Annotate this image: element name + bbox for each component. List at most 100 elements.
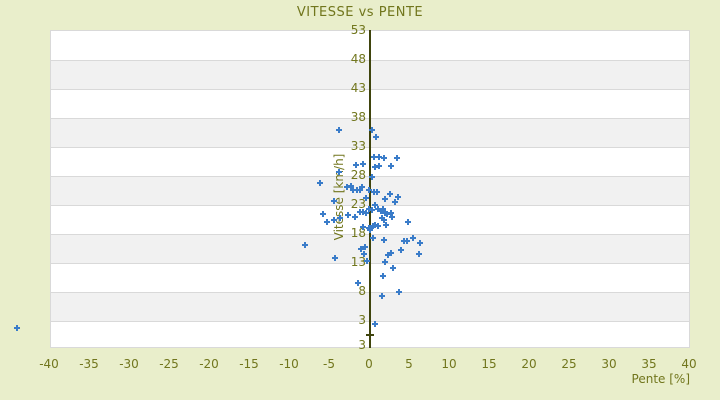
data-point	[302, 242, 308, 249]
data-point	[381, 216, 388, 223]
data-point	[362, 210, 369, 217]
data-point	[372, 321, 379, 328]
data-point	[374, 223, 381, 230]
data-point	[388, 210, 395, 217]
data-point	[376, 154, 383, 161]
data-point	[335, 126, 342, 133]
data-point	[366, 227, 373, 234]
y-tick-label: 3	[358, 313, 366, 327]
data-point	[359, 160, 366, 167]
data-point	[378, 293, 385, 300]
x-axis-label: Pente [%]	[631, 372, 690, 386]
data-point	[362, 194, 369, 201]
data-point	[345, 212, 352, 219]
x-tick-label: 40	[681, 357, 697, 371]
x-tick-label: 25	[561, 357, 577, 371]
data-point	[363, 257, 370, 264]
y-tick-label: 33	[350, 139, 366, 153]
zero-axis-line	[369, 30, 371, 348]
x-tick-label: -25	[159, 357, 179, 371]
data-point	[410, 235, 416, 242]
data-point	[369, 126, 376, 133]
data-point	[374, 188, 380, 195]
data-point	[331, 254, 338, 261]
data-point	[392, 199, 399, 206]
x-tick-label: -30	[119, 357, 139, 371]
y-axis-label: Vitesse [km/h]	[332, 153, 346, 241]
data-point	[317, 180, 324, 187]
x-tick-label: 5	[405, 357, 413, 371]
data-point	[372, 202, 379, 209]
data-point	[359, 209, 366, 216]
data-point	[357, 187, 364, 194]
data-point	[381, 155, 388, 162]
data-point	[394, 194, 401, 201]
y-tick-label: 13	[350, 255, 366, 269]
origin-tick-mark	[366, 334, 374, 336]
data-point	[390, 264, 396, 271]
data-point	[386, 191, 393, 198]
x-tick-label: 20	[521, 357, 537, 371]
data-point	[382, 195, 388, 202]
data-point	[417, 239, 424, 246]
y-tick-label: 3	[358, 338, 366, 352]
x-tick-label: 15	[481, 357, 497, 371]
x-tick-label: 0	[365, 357, 373, 371]
data-point	[358, 246, 364, 253]
data-point	[354, 279, 361, 286]
y-tick-label: 43	[350, 81, 366, 95]
data-point	[373, 133, 380, 140]
data-point	[389, 213, 396, 220]
data-point	[323, 218, 330, 225]
y-tick-label: 28	[350, 168, 366, 182]
data-point	[361, 250, 368, 257]
data-point	[353, 162, 360, 169]
data-point	[388, 249, 395, 256]
data-point	[370, 235, 376, 242]
data-point	[385, 252, 392, 259]
data-point	[350, 187, 356, 194]
data-point	[351, 213, 358, 220]
data-point	[382, 221, 389, 228]
data-point	[335, 169, 342, 176]
x-tick-label: 10	[441, 357, 457, 371]
data-point	[14, 325, 20, 332]
data-point	[405, 218, 412, 225]
x-tick-label: -40	[39, 357, 59, 371]
data-point	[382, 259, 388, 265]
data-point	[372, 221, 379, 228]
chart-title: VITESSE vs PENTE	[296, 5, 424, 20]
data-point	[380, 272, 387, 279]
data-point	[330, 198, 337, 205]
data-point	[366, 187, 372, 194]
x-tick-label: -5	[323, 357, 335, 371]
x-tick-label: -15	[239, 357, 259, 371]
data-point	[381, 236, 388, 243]
data-point	[362, 243, 368, 250]
x-tick-label: 30	[601, 357, 617, 371]
x-tick-label: -35	[79, 357, 99, 371]
data-point	[384, 210, 391, 217]
data-point	[370, 188, 377, 195]
data-point	[370, 223, 376, 230]
data-point	[372, 163, 379, 170]
data-point	[394, 155, 400, 162]
data-point	[378, 207, 384, 214]
y-tick-label: 53	[350, 23, 366, 37]
x-tick-label: -20	[199, 357, 219, 371]
data-point	[396, 289, 403, 296]
y-tick-label: 8	[358, 284, 366, 298]
data-point	[343, 184, 350, 191]
data-point	[378, 214, 385, 221]
data-point	[380, 206, 387, 213]
data-point	[376, 162, 383, 169]
data-point	[398, 246, 404, 253]
data-point	[366, 206, 372, 213]
data-point	[401, 238, 408, 245]
data-point	[347, 183, 354, 190]
data-point	[416, 250, 423, 257]
data-point	[370, 154, 377, 161]
data-point	[337, 214, 344, 221]
data-point	[388, 162, 395, 169]
x-tick-label: -10	[279, 357, 299, 371]
